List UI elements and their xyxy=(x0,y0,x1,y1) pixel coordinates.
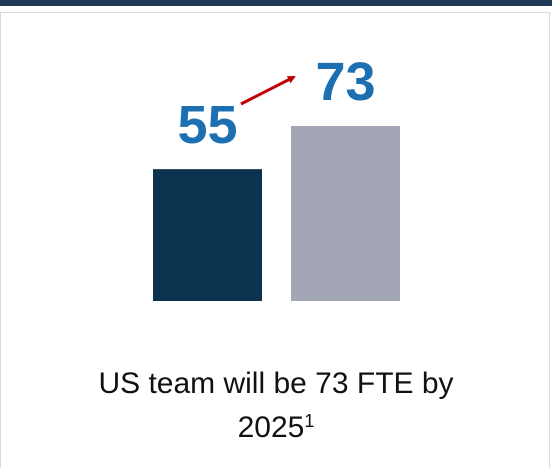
caption: US team will be 73 FTE by 20251 xyxy=(66,362,486,450)
value-label: 55 xyxy=(177,95,237,155)
bar xyxy=(291,126,400,301)
value-label: 73 xyxy=(315,52,375,112)
bar xyxy=(153,169,262,301)
footnote-marker: 1 xyxy=(304,411,315,431)
caption-text: US team will be 73 FTE by 2025 xyxy=(98,367,454,444)
top-bar xyxy=(0,0,552,6)
card xyxy=(0,12,550,468)
growth-arrow xyxy=(240,75,296,106)
